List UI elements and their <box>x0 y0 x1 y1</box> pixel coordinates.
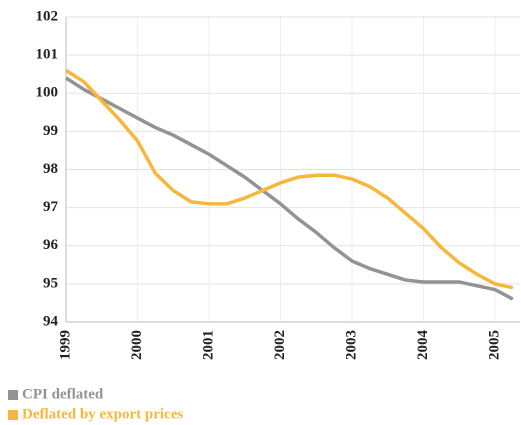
x-tick-label: 2004 <box>415 330 431 361</box>
y-tick-label: 101 <box>36 47 59 63</box>
legend-label: CPI deflated <box>22 386 104 402</box>
x-tick-label: 2001 <box>200 330 216 360</box>
legend-swatch <box>8 410 18 420</box>
x-tick-label: 2002 <box>272 330 288 360</box>
series-line <box>65 76 514 301</box>
y-tick-label: 94 <box>43 313 59 329</box>
legend-swatch <box>8 390 18 400</box>
y-tick-label: 102 <box>36 8 59 24</box>
x-tick-label: 2003 <box>343 330 359 360</box>
x-tick-label: 2000 <box>129 330 145 360</box>
x-tick-label: 1999 <box>57 330 73 360</box>
y-tick-label: 98 <box>43 161 58 177</box>
x-tick-label: 2005 <box>486 330 502 360</box>
y-tick-label: 95 <box>43 275 58 291</box>
series-line <box>65 68 514 290</box>
y-tick-label: 100 <box>36 85 59 101</box>
legend-label: Deflated by export prices <box>22 406 183 422</box>
y-tick-label: 97 <box>43 199 59 215</box>
y-tick-label: 99 <box>43 123 58 139</box>
y-tick-label: 96 <box>43 237 59 253</box>
